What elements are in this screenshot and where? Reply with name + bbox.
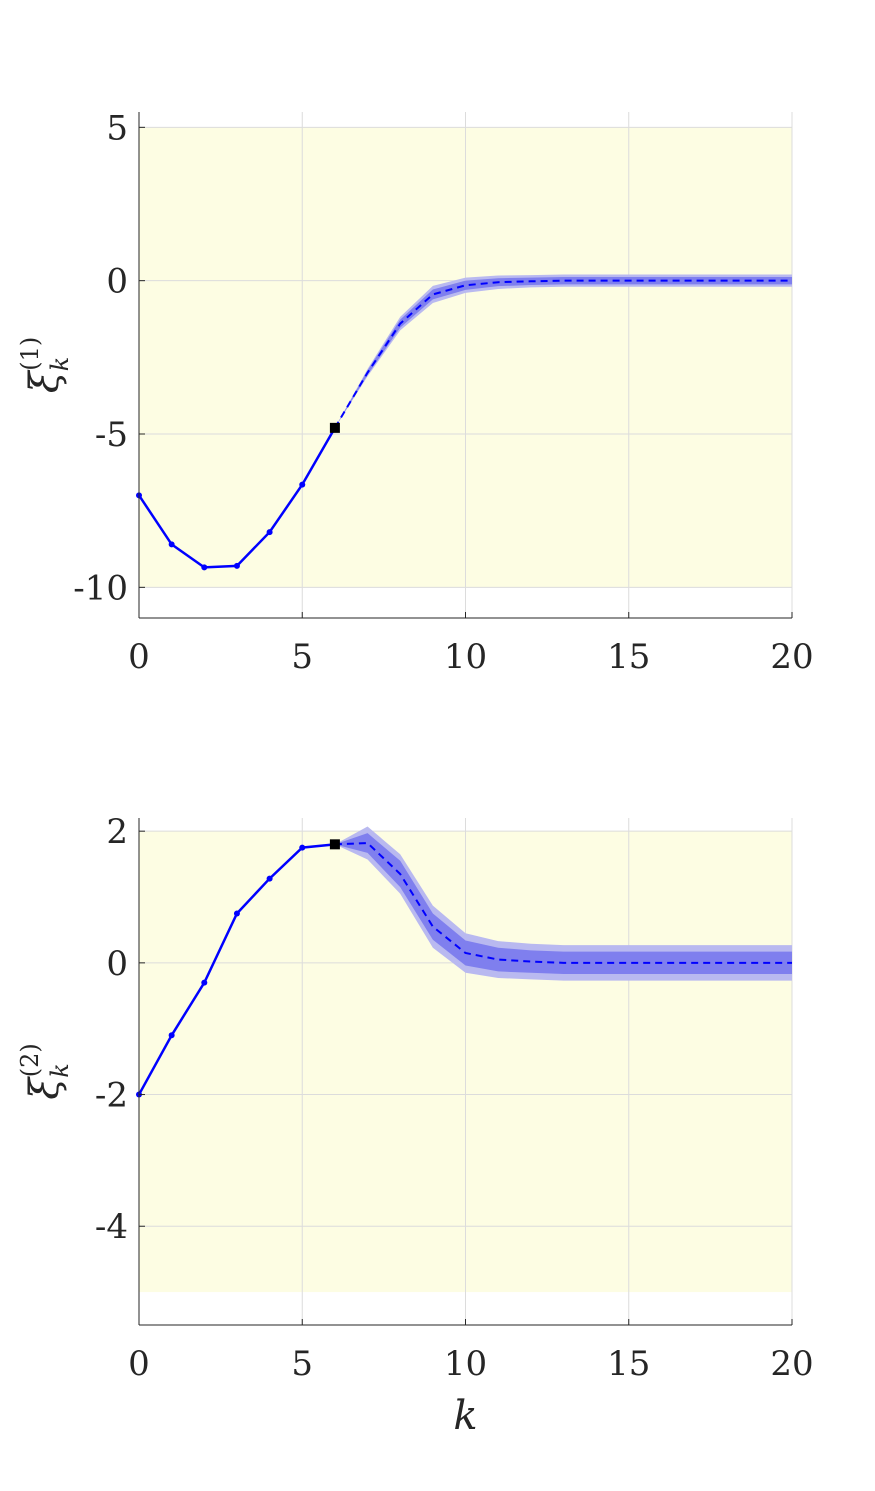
predicted-trajectory-line — [334, 842, 792, 964]
y-tick-label: -2 — [95, 1076, 128, 1116]
y-axis-label: ξk(2) — [16, 1043, 74, 1100]
current-state-marker — [329, 422, 340, 433]
trajectory-point — [201, 564, 208, 571]
predicted-trajectory-line — [334, 279, 792, 429]
top-plot-xi-1: 0 5 10 15 20 5 0 -5 -10 ξk(1) — [16, 108, 814, 677]
trajectory-point — [299, 844, 306, 851]
y-axis-label-symbol: ξ — [22, 1076, 68, 1100]
y-axis-label-superscript: (2) — [16, 1043, 44, 1077]
x-tick-label: 20 — [770, 637, 813, 677]
x-tick-label: 5 — [291, 637, 313, 677]
trajectory-point — [233, 910, 240, 917]
x-tick-label: 15 — [607, 1344, 650, 1384]
x-tick-label: 10 — [444, 1344, 487, 1384]
x-axis-label: k — [453, 1393, 477, 1439]
trajectory-point — [168, 1032, 175, 1039]
trajectory-point — [266, 529, 273, 536]
y-axis-label-subscript: k — [46, 357, 74, 372]
y-tick-label: 5 — [106, 108, 128, 148]
trajectory-point — [299, 481, 306, 488]
x-tick-label: 5 — [291, 1344, 313, 1384]
trajectory-point — [168, 541, 175, 548]
x-tick-label: 10 — [444, 637, 487, 677]
trajectory-point — [201, 979, 208, 986]
y-tick-label: -5 — [95, 415, 128, 455]
x-tick-label: 15 — [607, 637, 650, 677]
trajectory-point — [266, 875, 273, 882]
y-tick-label: -4 — [95, 1207, 128, 1247]
y-axis-label-superscript: (1) — [16, 337, 44, 371]
x-tick-label: 0 — [128, 637, 150, 677]
y-tick-label: 0 — [106, 262, 128, 302]
x-tick-label: 0 — [128, 1344, 150, 1384]
y-axis-label: ξk(1) — [16, 337, 74, 394]
y-tick-label: -10 — [73, 568, 128, 608]
x-tick-label: 20 — [770, 1344, 813, 1384]
y-tick-label: 2 — [106, 812, 128, 852]
trajectory-point — [233, 562, 240, 569]
y-tick-label: 0 — [106, 944, 128, 984]
y-axis-label-symbol: ξ — [22, 369, 68, 393]
current-state-marker — [329, 839, 340, 850]
y-axis-label-subscript: k — [46, 1063, 74, 1078]
